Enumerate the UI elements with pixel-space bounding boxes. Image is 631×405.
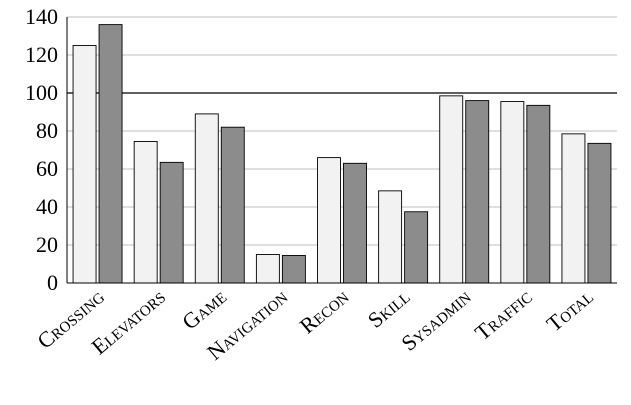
bar-navigation-series-1: [256, 255, 279, 284]
bar-skill-series-1: [379, 191, 402, 283]
y-tick-label: 120: [25, 42, 58, 67]
bar-recon-series-2: [344, 163, 367, 283]
y-tick-labels: 0 20 40 60 80 100 120 140: [25, 4, 58, 295]
x-tick-label-game: Game: [177, 284, 231, 335]
bar-elevators-series-2: [160, 162, 183, 283]
bar-traffic-series-1: [501, 102, 524, 283]
bar-recon-series-1: [318, 158, 341, 283]
bar-sysadmin-series-2: [466, 101, 489, 283]
bar-crossing-series-2: [99, 25, 122, 283]
y-tick-label: 60: [36, 156, 58, 181]
x-tick-label-sysadmin: Sysadmin: [396, 284, 475, 356]
y-tick-label: 80: [36, 118, 58, 143]
bars: [73, 25, 611, 283]
y-tick-label: 20: [36, 232, 58, 257]
bar-game-series-1: [195, 114, 218, 283]
y-tick-label: 100: [25, 80, 58, 105]
x-tick-label-skill: Skill: [363, 284, 415, 333]
x-tick-label-recon: Recon: [295, 284, 354, 339]
y-tick-label: 140: [25, 4, 58, 29]
bar-total-series-1: [562, 134, 585, 283]
bar-total-series-2: [588, 143, 611, 283]
y-tick-label: 0: [47, 270, 58, 295]
x-tick-label-traffic: Traffic: [470, 284, 537, 346]
bar-navigation-series-2: [282, 255, 305, 283]
bar-game-series-2: [221, 127, 244, 283]
bar-elevators-series-1: [134, 141, 157, 283]
bar-skill-series-2: [405, 212, 428, 283]
y-tick-label: 40: [36, 194, 58, 219]
bar-traffic-series-2: [527, 105, 550, 283]
x-tick-label-total: Total: [542, 284, 598, 337]
bar-crossing-series-1: [73, 46, 96, 284]
bar-sysadmin-series-1: [440, 96, 463, 283]
